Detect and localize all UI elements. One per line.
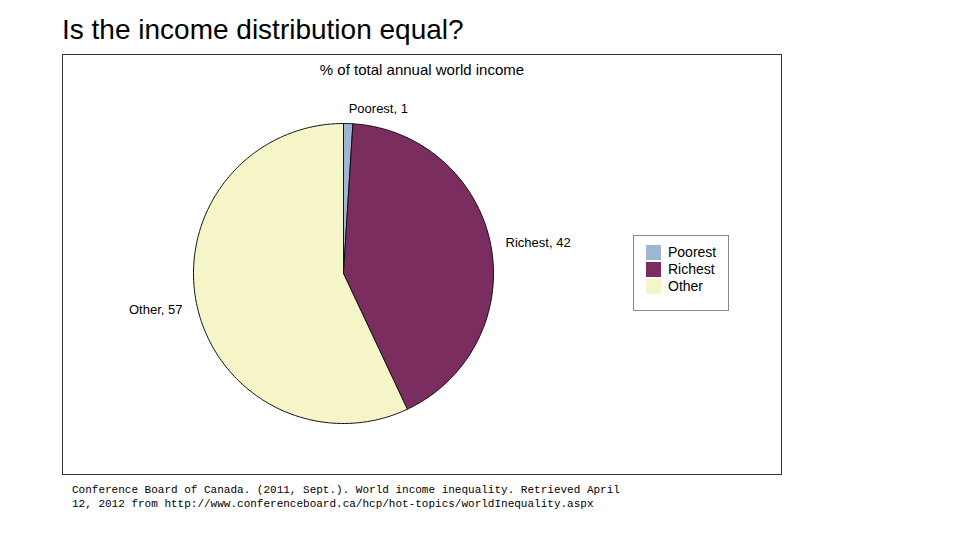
- html-text:Richest: Richest: [668, 261, 715, 277]
- svg-text:Richest, 42: Richest, 42: [506, 235, 571, 250]
- html-text:Other: Other: [668, 278, 703, 294]
- svg-text:Poorest, 1: Poorest, 1: [349, 101, 408, 116]
- html-text:Is the income distribution equ: Is the income distribution equal?: [62, 14, 464, 45]
- html-text:Poorest: Poorest: [668, 244, 717, 260]
- html-text:% of total annual world income: % of total annual world income: [319, 61, 525, 78]
- svg-text:Other, 57: Other, 57: [129, 302, 182, 317]
- html-text:Conference Board of Canada. (2: Conference Board of Canada. (2011, Sept.…: [72, 484, 620, 496]
- html-text:12, 2012 from http://www.confe: 12, 2012 from http://www.conferenceboard…: [72, 498, 594, 511]
